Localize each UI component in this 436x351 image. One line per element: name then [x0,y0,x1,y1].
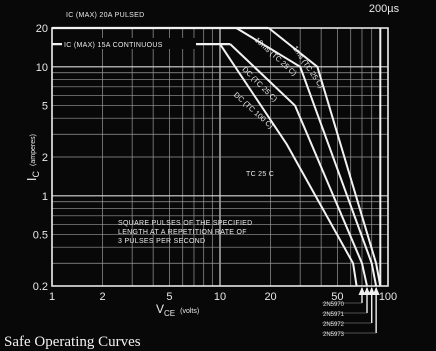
pulse-note: SQUARE PULSES OF THE SPECIFIED LENGTH AT… [118,220,253,245]
x-tick-label: 1 [49,291,55,303]
y-tick-label: 0.5 [33,230,48,242]
pulsed-limit-label: IC (MAX) 20A PULSED [66,12,144,19]
device-arrow-head [363,287,371,295]
x-tick-label: 10 [214,291,226,303]
y-tick-label: 20 [36,23,48,35]
curve-10ms [235,27,378,287]
y-tick-label: 2 [42,152,48,164]
y-tick-label: 5 [42,101,48,113]
device-arrow-head [358,287,366,295]
y-axis-label: IC (amperes) [24,134,41,181]
y-tick-label: 1 [42,191,48,203]
device-label: 2N5972 [323,322,345,328]
tc-label: TC 25 C [246,171,274,178]
continuous-limit-label-bg [62,38,196,49]
continuous-limit-label: IC (MAX) 15A CONTINUOUS [64,42,163,49]
curve-dc-25c [229,43,368,287]
curve-1ms [268,27,382,287]
device-label: 2N5971 [323,312,345,318]
x-axis-label-main: V [156,302,164,316]
y-tick-label: 10 [36,62,48,74]
device-label: 2N5973 [323,332,345,338]
x-tick-labels: 1 2 5 10 20 50 100 [49,291,397,303]
pulse-200us-label: 200µs [369,3,400,15]
y-tick-label: 0.2 [33,281,48,293]
x-tick-label: 5 [166,291,172,303]
y-axis-label-unit: (amperes) [30,134,37,166]
x-tick-label: 2 [100,291,106,303]
y-axis-label-sub: C [31,170,41,177]
chart-title: Safe Operating Curves [4,334,141,350]
x-axis-label: VCE (volts) [156,302,199,318]
x-axis-label-unit: (volts) [180,308,199,315]
device-arrow-head [368,287,376,295]
device-arrows-group: 2N5970 2N5971 2N5972 2N5973 [322,287,380,338]
pulsed-limit-label-bg [64,9,196,19]
note-line-3: 3 PULSES PER SECOND [118,238,205,245]
x-tick-label: 100 [379,291,397,303]
y-tick-labels: 20 10 5 2 1 0.5 0.2 [33,23,48,293]
svg-text:IC: IC [24,170,41,181]
x-axis-label-sub: CE [164,309,175,318]
grid-lines [51,27,389,287]
y-axis-label-main: I [24,177,39,181]
note-line-1: SQUARE PULSES OF THE SPECIFIED [118,220,253,227]
device-label: 2N5970 [323,302,345,308]
x-tick-label: 50 [331,291,343,303]
note-line-2: LENGTH AT A REPETITION RATE OF [118,229,247,236]
device-arrow-head [372,287,380,295]
x-tick-label: 20 [264,291,276,303]
curve-dc-100c [219,43,358,287]
